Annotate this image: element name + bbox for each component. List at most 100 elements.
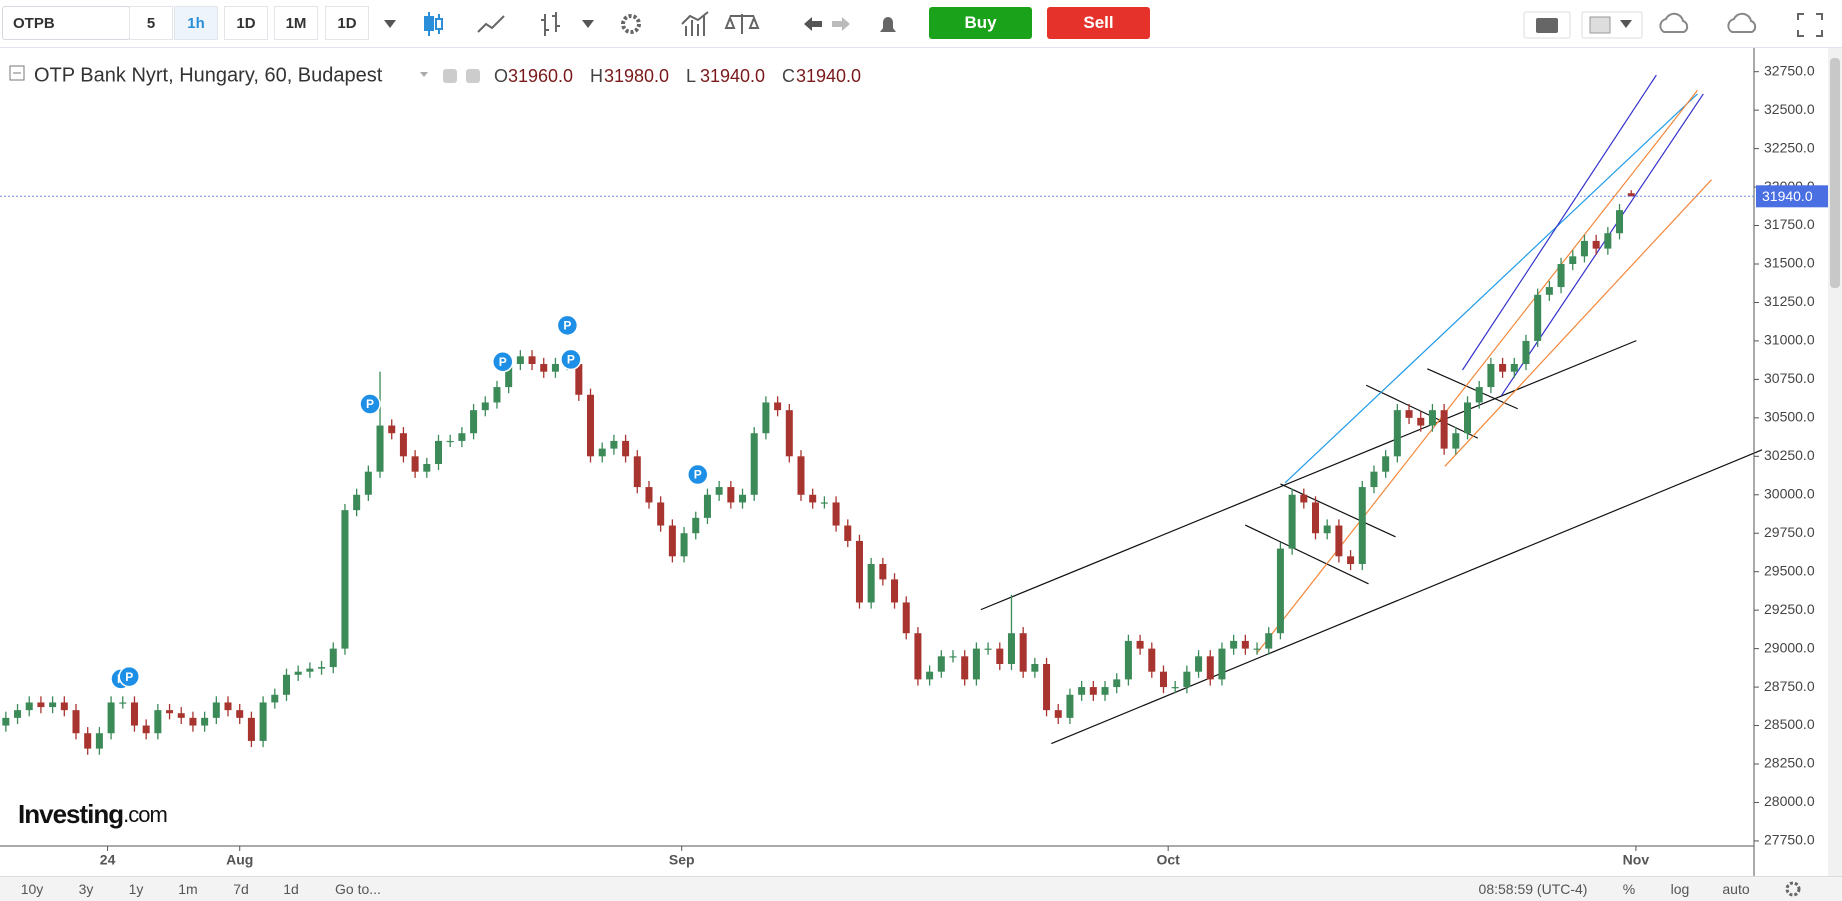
candle-body	[49, 702, 57, 708]
range-button[interactable]: 1m	[178, 881, 198, 897]
y-tick-label: 30250.0	[1764, 447, 1815, 463]
candle-body	[201, 717, 209, 726]
event-marker	[560, 348, 582, 371]
event-marker	[687, 463, 709, 486]
candle-body	[739, 494, 747, 503]
candle-body	[247, 717, 255, 741]
candle-body	[551, 364, 559, 372]
ohlc-value: 31960.0	[508, 66, 573, 86]
trend-line	[1285, 94, 1697, 483]
event-marker	[556, 314, 579, 337]
line-icon[interactable]	[477, 15, 505, 33]
sell-button[interactable]: Sell	[1047, 7, 1150, 39]
candle-body	[1405, 410, 1413, 418]
range-button[interactable]: 7d	[233, 881, 249, 897]
compare-icon[interactable]	[724, 14, 760, 34]
load-icon[interactable]	[1659, 12, 1689, 33]
settings-icon[interactable]	[466, 69, 480, 83]
candle-body	[937, 656, 945, 672]
candle-body	[364, 471, 372, 495]
candle-body	[177, 713, 185, 718]
candle-body	[1043, 664, 1051, 711]
auto-toggle[interactable]: auto	[1722, 881, 1750, 897]
range-button[interactable]: 1y	[128, 881, 144, 897]
log-toggle[interactable]: log	[1670, 881, 1690, 897]
screenshot-button[interactable]	[1523, 11, 1571, 39]
candle-body	[1393, 410, 1401, 457]
candle-body	[84, 733, 92, 749]
candle-body	[282, 674, 290, 695]
candle-body	[1054, 710, 1062, 718]
interval-button[interactable]: 1D	[325, 6, 369, 40]
save-icon[interactable]	[1727, 12, 1757, 33]
candle-body	[189, 717, 197, 726]
candle-body	[575, 364, 583, 395]
range-button[interactable]: 10y	[20, 881, 44, 897]
candle-body	[306, 668, 314, 672]
trend-line	[1257, 90, 1698, 653]
buy-button[interactable]: Buy	[929, 7, 1032, 39]
candle-body	[1475, 387, 1483, 403]
settings-icon[interactable]	[621, 14, 641, 34]
y-tick-label: 29250.0	[1764, 601, 1815, 617]
candle-body	[1089, 687, 1097, 695]
percent-toggle[interactable]: %	[1622, 881, 1636, 897]
interval-button[interactable]: 1D	[224, 6, 268, 40]
candle-body	[481, 402, 489, 411]
y-tick-label: 28750.0	[1764, 678, 1815, 694]
color-button[interactable]	[1581, 11, 1643, 39]
alert-icon[interactable]	[880, 17, 896, 32]
indicators-icon[interactable]	[681, 11, 709, 36]
range-button[interactable]: 3y	[78, 881, 94, 897]
interval-button[interactable]: 1h	[174, 6, 218, 40]
watermark: Investing.com	[18, 799, 167, 829]
candle-body	[1569, 256, 1577, 264]
range-button[interactable]: 1d	[283, 881, 299, 897]
dropdown-icon[interactable]	[420, 72, 428, 77]
candle-body	[318, 667, 326, 669]
y-tick-label: 32250.0	[1764, 139, 1815, 155]
trend-line	[1280, 484, 1395, 537]
candle-body	[727, 487, 735, 503]
candle-body	[95, 733, 103, 749]
redo-icon[interactable]	[832, 17, 850, 31]
interval-button[interactable]: 1M	[274, 6, 318, 40]
candle-body	[1276, 548, 1284, 634]
candle-body	[236, 710, 244, 718]
dropdown-icon[interactable]	[582, 20, 594, 28]
candle-body	[610, 440, 618, 449]
candle-body	[797, 456, 805, 495]
drawings	[981, 75, 1762, 743]
goto-button[interactable]: Go to...	[335, 881, 381, 897]
color-swatch	[1589, 16, 1611, 34]
candle-body	[633, 456, 641, 488]
undo-icon[interactable]	[804, 17, 822, 31]
scrollbar-thumb[interactable]	[1830, 58, 1840, 288]
candle-body	[119, 702, 127, 704]
y-tick-label: 31750.0	[1764, 216, 1815, 232]
trend-line	[1366, 385, 1478, 438]
candle-body	[750, 433, 758, 495]
fullscreen-icon[interactable]	[1797, 13, 1823, 37]
bars-icon[interactable]	[541, 12, 560, 36]
candle-body	[598, 448, 606, 457]
symbol-input[interactable]: OTPB	[2, 6, 130, 40]
candle-body	[1487, 364, 1495, 388]
candle-body	[1183, 671, 1191, 688]
toolbar-icons	[384, 11, 1823, 39]
interval-button[interactable]: 5	[129, 6, 173, 40]
candles-icon[interactable]	[424, 12, 443, 36]
candle-body	[867, 564, 875, 603]
candle-body	[1545, 287, 1553, 295]
settings-icon[interactable]	[1784, 880, 1802, 898]
trend-line	[1245, 525, 1368, 584]
dropdown-icon[interactable]	[384, 20, 396, 28]
chart: OTP Bank Nyrt, Hungary, 60, Budapest Inv…	[0, 48, 1842, 876]
visibility-icon[interactable]	[443, 69, 457, 83]
footer: 10y 3y 1y 1m 7d 1d Go to... 08:58:59 (UT…	[0, 876, 1842, 901]
candle-body	[154, 710, 162, 734]
ohlc-key: H	[590, 66, 603, 86]
candle-body	[1627, 193, 1635, 197]
x-tick-label: Aug	[226, 852, 253, 868]
candle-body	[703, 494, 711, 518]
